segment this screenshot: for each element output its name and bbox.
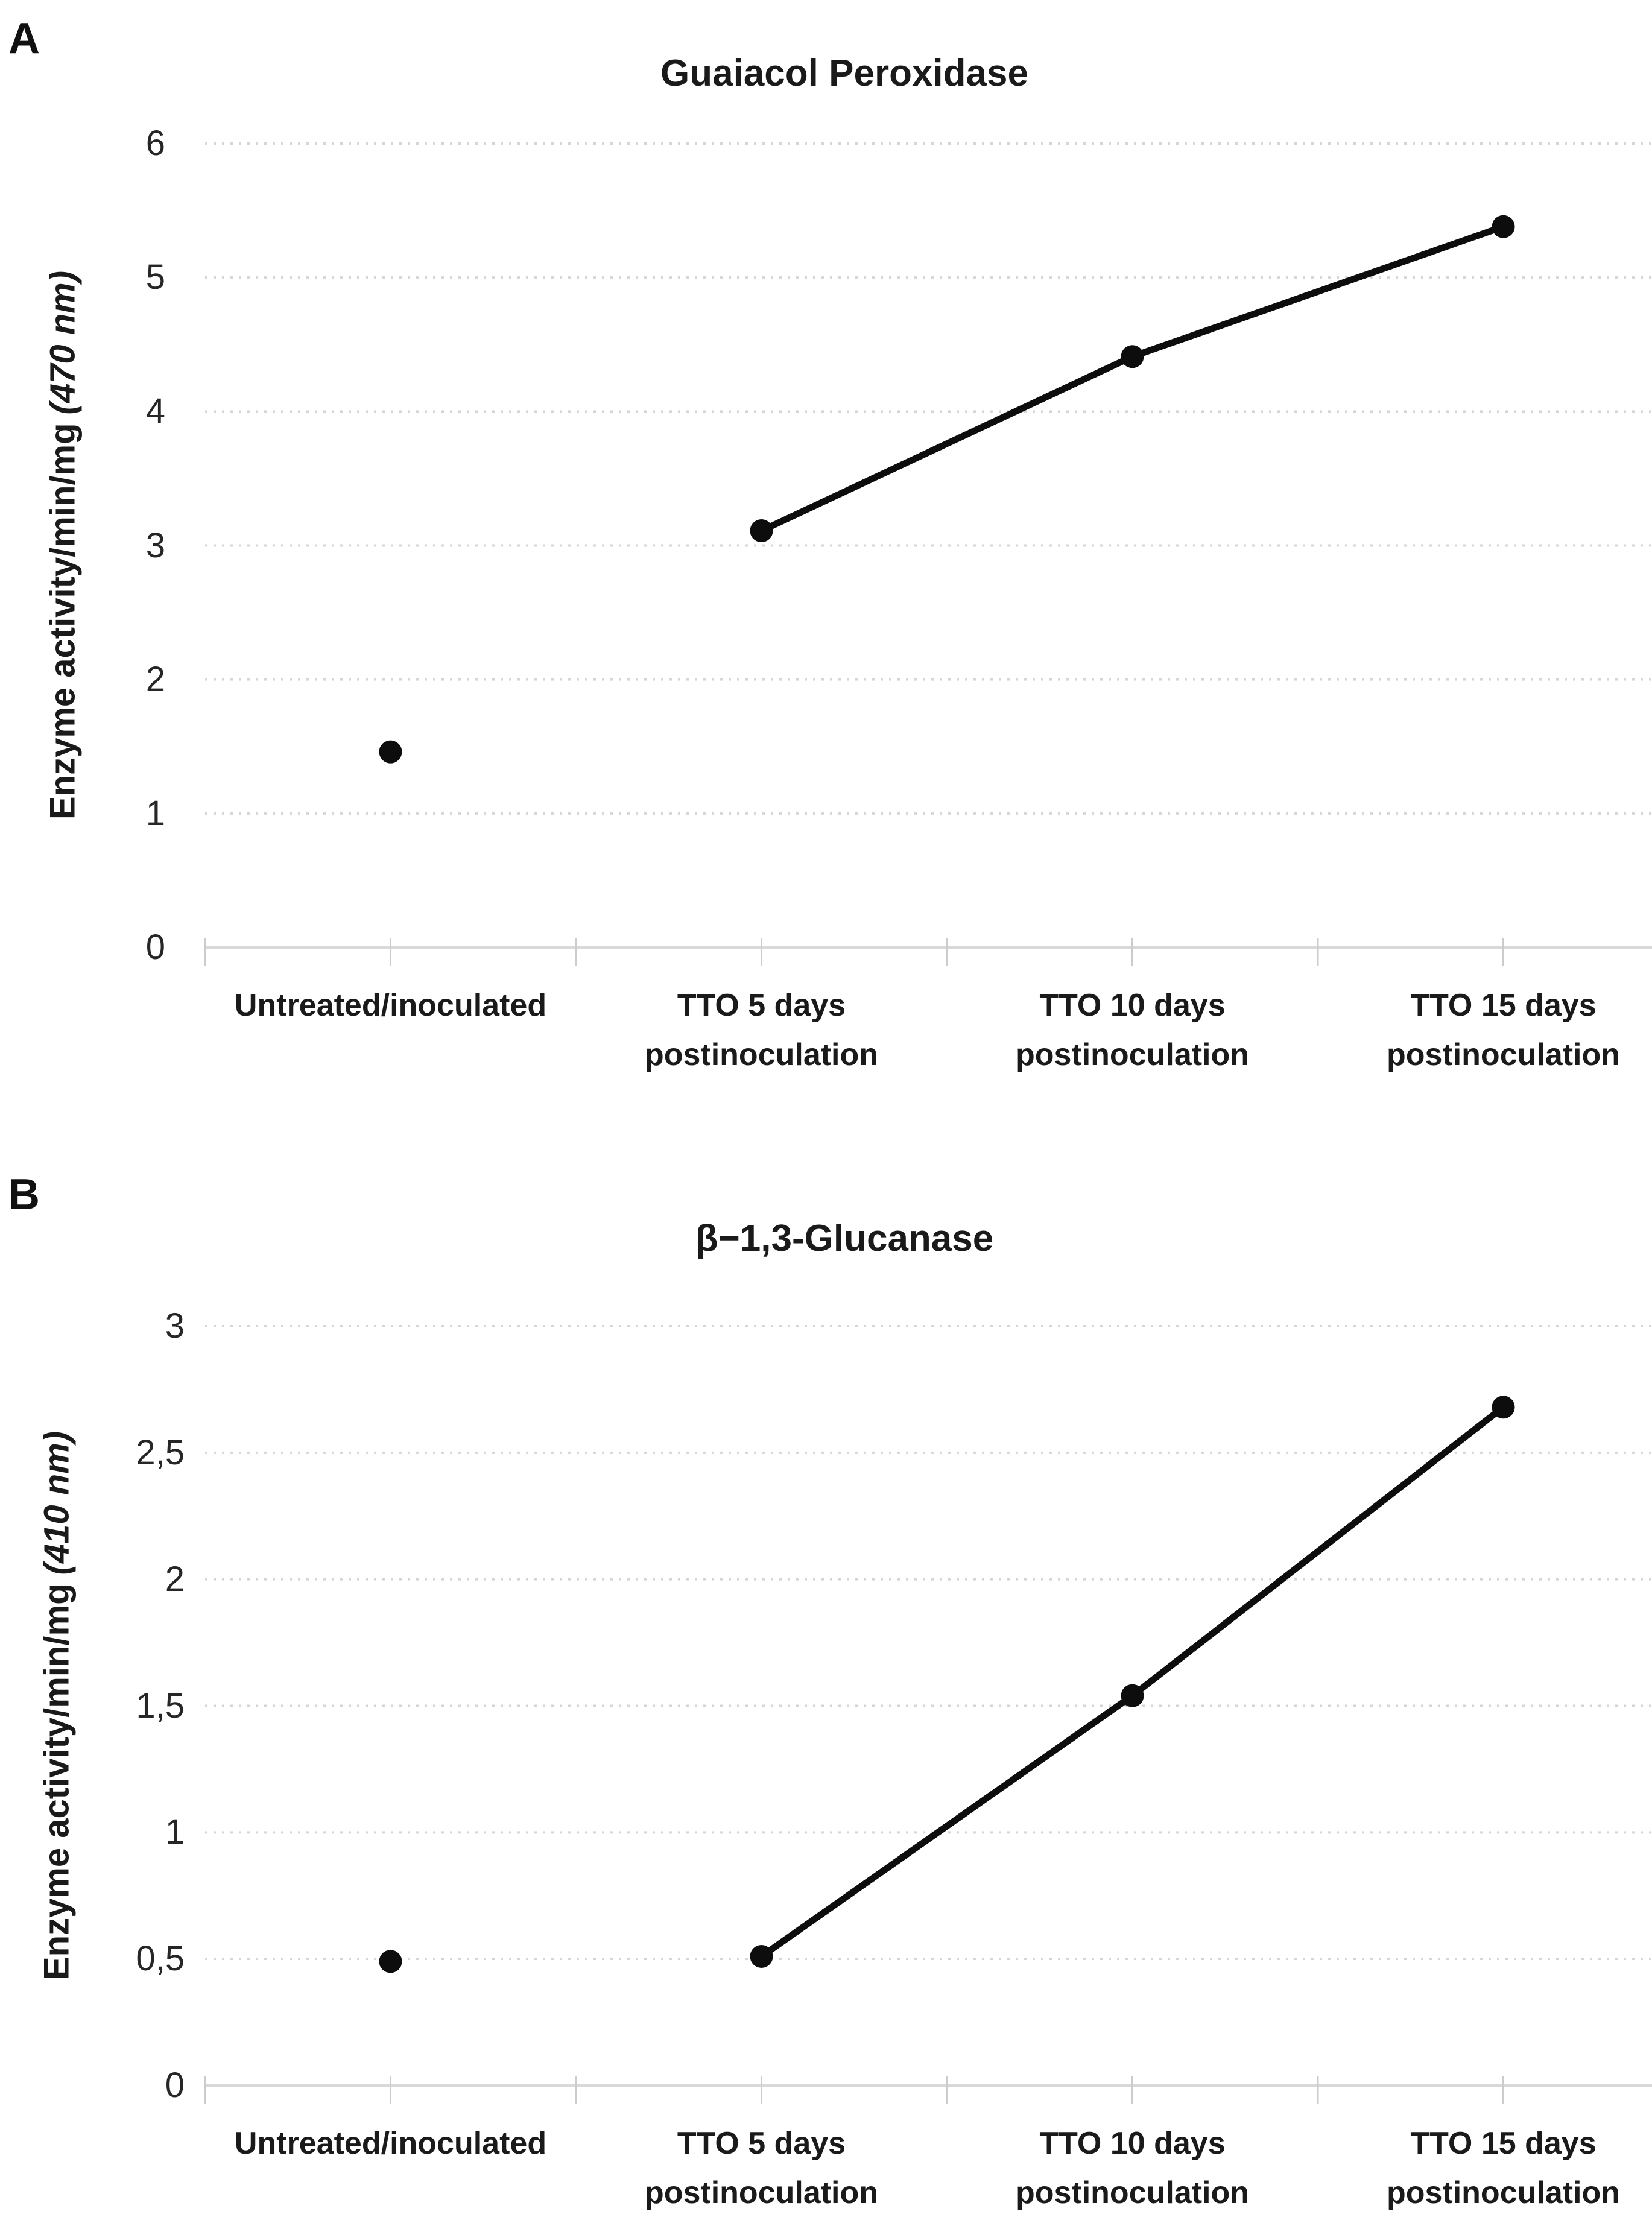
data-point — [1492, 215, 1515, 238]
y-axis-label-main: Enzyme activity/min/mg — [37, 1583, 77, 1981]
chart-title: β−1,3-Glucanase — [695, 1218, 994, 1259]
category-label-line: postinoculation — [644, 2175, 879, 2210]
y-tick-label: 2 — [145, 659, 165, 699]
y-tick-label: 0 — [145, 928, 165, 967]
y-tick-label: 3 — [165, 1306, 185, 1345]
series-line — [758, 223, 1507, 534]
y-tick-label: 0,5 — [136, 1939, 185, 1979]
category-label-line: TTO 15 days — [1410, 2126, 1597, 2161]
category-label-line: Untreated/inoculated — [234, 2126, 547, 2161]
y-tick-label: 5 — [145, 258, 165, 297]
chart-panel-a: A Guaiacol Peroxidase Enzyme activity/mi… — [8, 14, 1652, 1080]
category-label: Untreated/inoculated — [198, 2119, 584, 2168]
data-point — [750, 1944, 773, 1968]
data-point — [750, 519, 773, 543]
y-axis-label-main: Enzyme activity/min/mg — [43, 423, 83, 820]
y-tick-label: 1,5 — [136, 1686, 185, 1725]
category-label: TTO 10 days postinoculation — [940, 981, 1326, 1080]
y-tick-label: 1 — [145, 793, 165, 833]
category-label-line: Untreated/inoculated — [234, 988, 547, 1023]
y-tick-label: 3 — [145, 525, 165, 565]
y-tick-label: 4 — [145, 391, 165, 431]
category-label-line: postinoculation — [1386, 2175, 1621, 2210]
category-label: TTO 15 days postinoculation — [1311, 981, 1652, 1080]
data-point — [1121, 345, 1144, 368]
category-label-line: postinoculation — [644, 1037, 879, 1072]
panel-letter: A — [8, 14, 40, 63]
category-label-line: TTO 10 days — [1039, 2126, 1226, 2161]
data-point — [1121, 1684, 1144, 1707]
category-label: TTO 15 days postinoculation — [1311, 2119, 1652, 2218]
chart-panel-b: B β−1,3-Glucanase Enzyme activity/min/mg… — [0, 1146, 1652, 2226]
y-tick-label: 0 — [165, 2066, 185, 2105]
series-line — [758, 1403, 1507, 1960]
category-label-line: postinoculation — [1015, 1037, 1250, 1072]
y-tick-label: 1 — [165, 1812, 185, 1852]
chart-title: Guaiacol Peroxidase — [660, 52, 1028, 94]
category-label-line: TTO 15 days — [1410, 988, 1597, 1023]
category-label: TTO 5 days postinoculation — [569, 2119, 955, 2218]
data-point — [379, 1950, 402, 1973]
panel-letter: B — [8, 1171, 40, 1219]
data-point — [379, 740, 402, 764]
data-point — [1492, 1396, 1515, 1419]
category-label-line: postinoculation — [1015, 2175, 1250, 2210]
category-label-line: TTO 5 days — [677, 988, 846, 1023]
y-tick-label: 2 — [165, 1559, 185, 1599]
chart-canvas-b — [204, 1325, 1652, 2104]
category-label-line: postinoculation — [1386, 1037, 1621, 1072]
y-tick-label: 2,5 — [136, 1432, 185, 1472]
category-label: Untreated/inoculated — [198, 981, 584, 1030]
category-label: TTO 10 days postinoculation — [940, 2119, 1326, 2218]
category-label: TTO 5 days postinoculation — [569, 981, 955, 1080]
category-label-line: TTO 10 days — [1039, 988, 1226, 1023]
chart-canvas-a — [204, 142, 1652, 966]
y-tick-label: 6 — [145, 124, 165, 163]
category-label-line: TTO 5 days — [677, 2126, 846, 2161]
